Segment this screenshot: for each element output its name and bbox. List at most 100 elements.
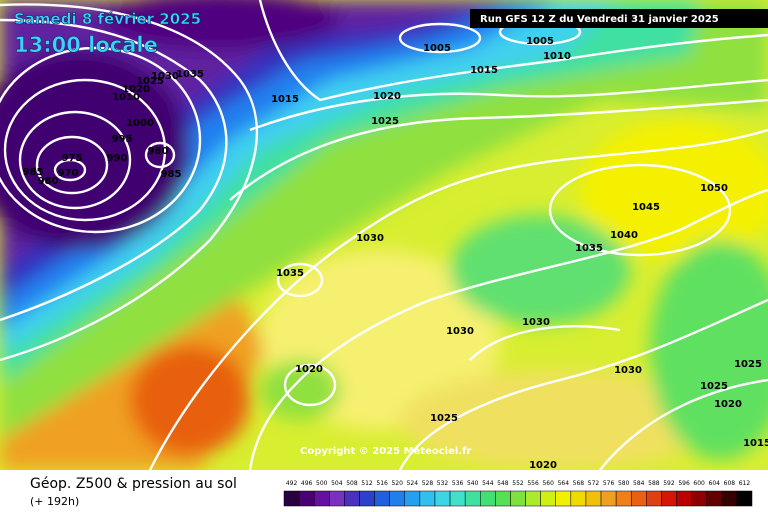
legend-swatch xyxy=(313,490,330,507)
legend-label: 496 xyxy=(301,480,313,487)
legend-label: 548 xyxy=(497,480,509,487)
isobar-label: 1030 xyxy=(356,233,384,244)
legend-label: 552 xyxy=(512,480,524,487)
isobar-label: 975 xyxy=(62,153,83,164)
legend-swatch xyxy=(600,490,617,507)
legend-swatch xyxy=(495,490,511,507)
footer-lead: (+ 192h) xyxy=(30,495,79,508)
isobar-label: 1025 xyxy=(371,116,399,127)
isobar-label: 1020 xyxy=(122,84,150,95)
isobar-label: 1035 xyxy=(276,268,304,279)
legend-swatch xyxy=(283,490,300,507)
legend-swatch xyxy=(615,490,632,507)
isobar-label: 985 xyxy=(161,169,182,180)
legend-label: 556 xyxy=(527,480,539,487)
isobar-label: 1020 xyxy=(714,399,742,410)
legend-label: 524 xyxy=(407,480,419,487)
legend-swatch xyxy=(646,490,662,507)
isobar-label: 990 xyxy=(107,153,128,164)
legend-label: 596 xyxy=(678,480,690,487)
isobar-label: 1025 xyxy=(700,381,728,392)
legend-swatch xyxy=(630,490,647,507)
run-info: Run GFS 12 Z du Vendredi 31 janvier 2025 xyxy=(480,14,719,25)
isobar-label: 1020 xyxy=(529,460,557,471)
isobar-label: 1025 xyxy=(734,359,762,370)
isobar-label: 1035 xyxy=(575,243,603,254)
isobar-label: 980 xyxy=(148,146,169,157)
legend-swatch xyxy=(676,490,692,507)
isobar-label: 1020 xyxy=(295,364,323,375)
isobar-label: 1020 xyxy=(373,91,401,102)
isobar-label: 970 xyxy=(58,168,79,179)
isobar-label: 1050 xyxy=(700,183,728,194)
legend-label: 540 xyxy=(467,480,479,487)
legend-swatch xyxy=(344,490,360,507)
isobar-label: 1015 xyxy=(470,65,498,76)
legend-label: 576 xyxy=(603,480,615,487)
legend-swatch xyxy=(570,490,587,507)
isobar-label: 1005 xyxy=(526,36,554,47)
legend-label: 544 xyxy=(482,480,494,487)
field xyxy=(0,0,768,470)
legend-swatch xyxy=(691,490,707,507)
isobar-label: 1015 xyxy=(743,438,768,449)
legend-swatch xyxy=(434,490,451,507)
legend-swatch xyxy=(404,490,421,507)
legend-swatch xyxy=(329,490,345,507)
isobar-label: 980 xyxy=(38,176,59,187)
isobar-label: 1010 xyxy=(543,51,571,62)
isobar-label: 1010 xyxy=(112,92,140,103)
legend-swatch xyxy=(540,490,556,507)
legend-swatch xyxy=(661,490,677,507)
isobar-label: 1035 xyxy=(176,69,204,80)
isobars xyxy=(0,0,768,470)
legend-label: 572 xyxy=(588,480,600,487)
legend-swatch xyxy=(555,490,572,507)
footer-title: Géop. Z500 & pression au sol xyxy=(30,476,237,492)
legend-label: 532 xyxy=(437,480,449,487)
valid-date: Samedi 8 février 2025 xyxy=(14,10,201,28)
legend-label: 580 xyxy=(618,480,630,487)
legend-swatch xyxy=(419,490,436,507)
legend-label: 604 xyxy=(709,480,721,487)
legend-swatch xyxy=(359,490,375,507)
isobar-label: 1025 xyxy=(136,76,164,87)
legend-label: 600 xyxy=(693,480,705,487)
legend-label: 588 xyxy=(648,480,660,487)
isobar-label: 985 xyxy=(23,167,44,178)
isobar-label: 1015 xyxy=(271,94,299,105)
isobar-label: 1030 xyxy=(151,71,179,82)
legend-label: 512 xyxy=(361,480,373,487)
legend-swatch xyxy=(374,490,390,507)
legend-swatch xyxy=(585,490,602,507)
legend-label: 568 xyxy=(573,480,585,487)
isobar-label: 1005 xyxy=(423,43,451,54)
legend-label: 584 xyxy=(633,480,645,487)
legend-label: 516 xyxy=(376,480,388,487)
legend-label: 608 xyxy=(724,480,736,487)
isobar-label: 995 xyxy=(112,134,133,145)
legend-label: 592 xyxy=(663,480,675,487)
isobar-label: 1000 xyxy=(126,118,154,129)
legend-label: 536 xyxy=(452,480,464,487)
legend-swatch xyxy=(480,490,496,507)
isobar-label: 1030 xyxy=(446,326,474,337)
color-legend: 492 496 500 504 508 512 516 520 524 528 532 536 540 5… xyxy=(283,480,753,507)
legend-label: 560 xyxy=(542,480,554,487)
legend-swatch xyxy=(736,490,753,507)
legend-swatch xyxy=(449,490,466,507)
legend-label: 528 xyxy=(422,480,434,487)
isobar-label: 1030 xyxy=(614,365,642,376)
legend-label: 500 xyxy=(316,480,328,487)
legend-swatch xyxy=(389,490,406,507)
legend-label: 492 xyxy=(286,480,298,487)
legend-swatch xyxy=(298,490,315,507)
legend-label: 564 xyxy=(558,480,570,487)
run-box xyxy=(470,9,768,28)
isobar-label: 1040 xyxy=(610,230,638,241)
legend-swatch xyxy=(510,490,526,507)
legend-swatch xyxy=(721,490,738,507)
valid-time: 13:00 locale xyxy=(14,33,158,57)
